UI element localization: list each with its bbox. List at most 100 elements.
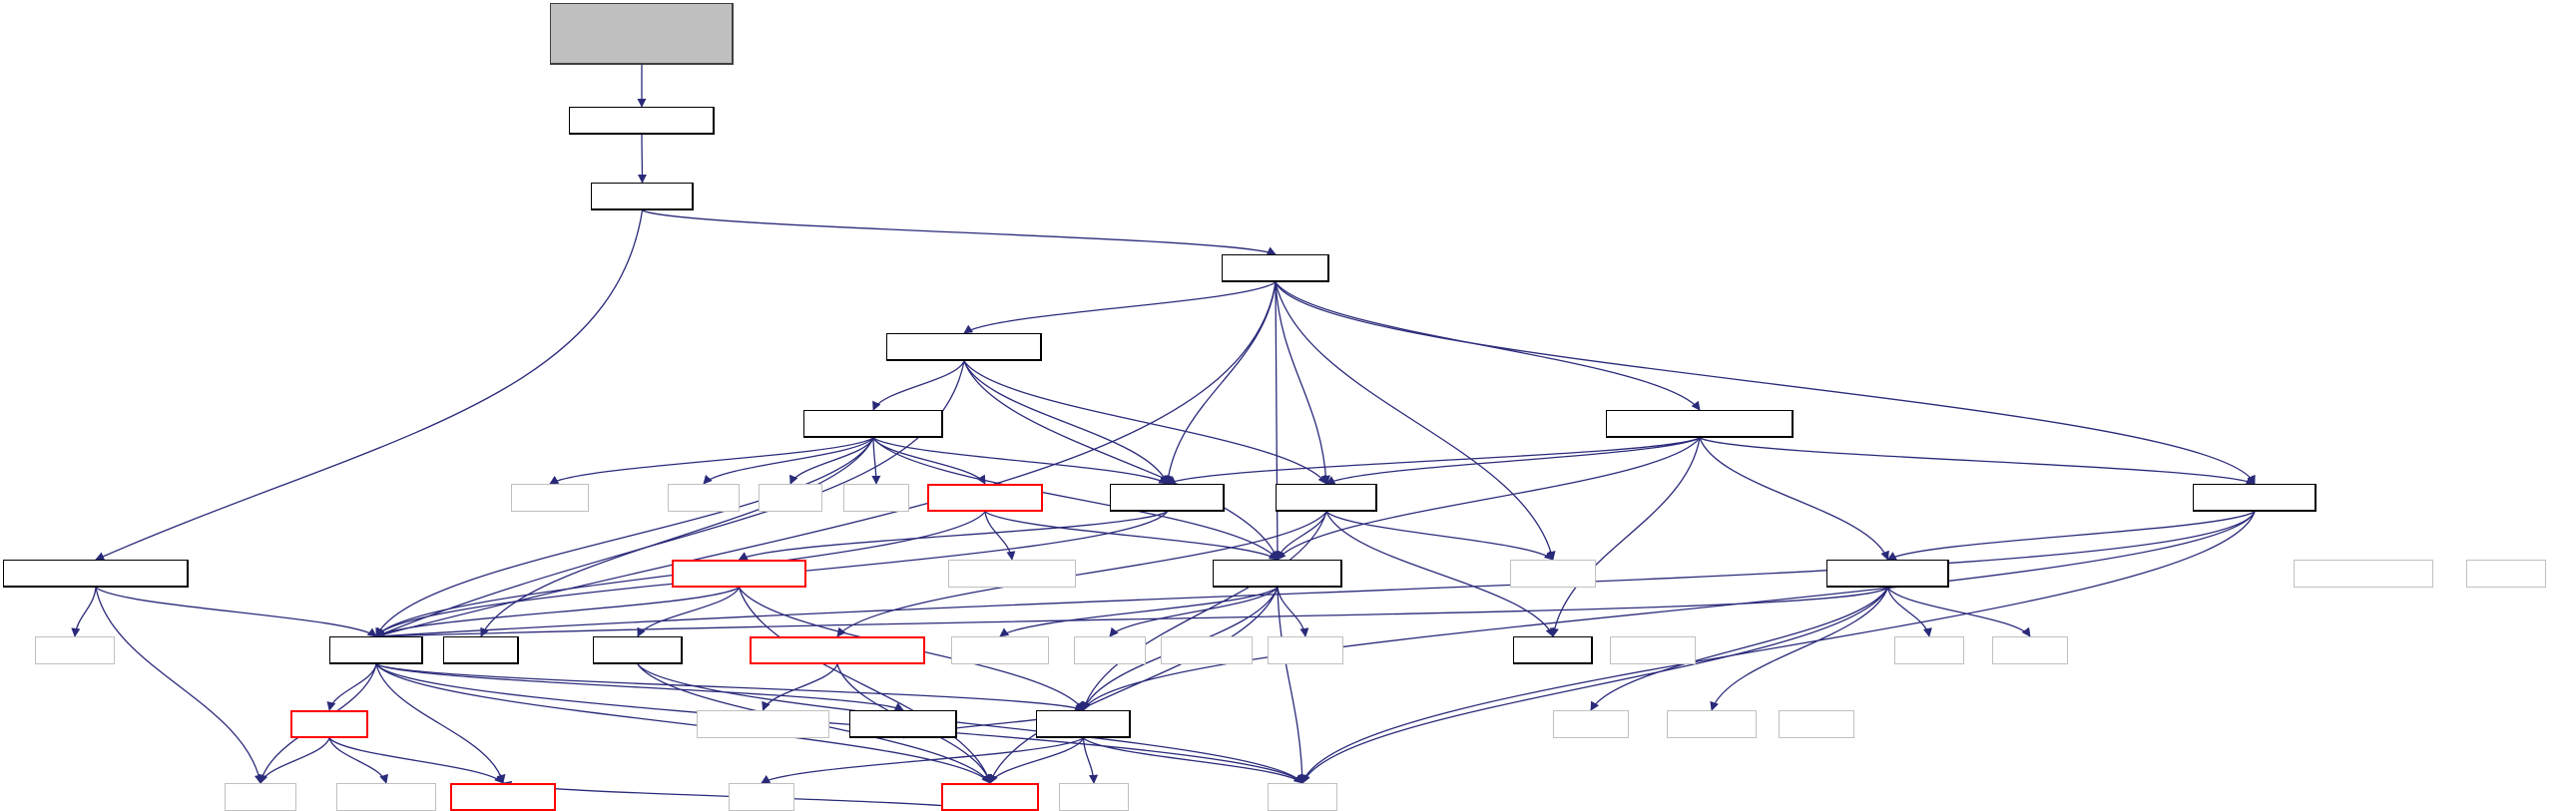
graph-edge-colortypes-to-cmath	[1277, 587, 1307, 784]
graph-node-fileio[interactable]	[591, 183, 694, 210]
graph-edge-sqmatrix-to-cstdio	[1886, 587, 1932, 637]
graph-node-gendisp[interactable]	[1606, 410, 1794, 438]
graph-node-qvariant[interactable]	[1510, 560, 1596, 588]
graph-edge-hobject-to-bbox	[1275, 281, 2256, 485]
graph-node-numeric[interactable]	[2466, 560, 2546, 588]
graph-node-cfloat[interactable]	[1059, 783, 1129, 811]
graph-edge-hobject-to-glmatrix	[1164, 281, 1277, 485]
graph-node-qstring[interactable]	[35, 636, 115, 664]
graph-node-qtglobal[interactable]	[697, 710, 829, 738]
graph-node-serializable[interactable]	[750, 636, 925, 664]
graph-node-cassert[interactable]	[1553, 710, 1629, 738]
graph-node-colortypes[interactable]	[1213, 560, 1342, 588]
graph-edge-colortypes-to-cvtypes	[988, 587, 1279, 784]
graph-node-eigencore[interactable]	[336, 783, 436, 811]
graph-node-limits[interactable]	[729, 783, 794, 811]
graph-node-cvtoolbox[interactable]	[849, 710, 957, 738]
graph-edge-material-to-qshared	[984, 511, 1016, 561]
graph-edge-cvgeom-to-eigenh	[326, 663, 377, 711]
graph-node-cmath[interactable]	[1268, 783, 1337, 811]
graph-edge-drawable-to-glmatrix	[963, 360, 1169, 485]
graph-node-cstdio[interactable]	[1894, 636, 1964, 664]
graph-edge-ioabstract-to-fileio	[637, 134, 648, 184]
graph-edge-cvgeom-to-cmath	[375, 663, 1303, 784]
graph-edge-gendisp-to-bbox	[1699, 437, 2256, 485]
graph-edge-colortypes-to-random	[1277, 587, 1309, 637]
graph-edge-fileio-to-hobject	[642, 209, 1277, 255]
graph-edge-colortypes-to-qcolor	[1109, 587, 1279, 637]
graph-edge-cvconst-to-limits	[761, 737, 1084, 784]
graph-node-glmatrix[interactable]	[1110, 484, 1225, 512]
graph-node-random[interactable]	[1268, 636, 1343, 664]
graph-node-algorithm[interactable]	[1667, 710, 1757, 738]
graph-edge-cvconst-to-cfloat	[1082, 737, 1099, 784]
graph-edge-gendisp-to-sqmatrix	[1699, 437, 1889, 561]
graph-edge-sqmatrix-to-cmath	[1301, 587, 1889, 784]
graph-edge-drawctx-to-cvio	[480, 437, 874, 637]
graph-edge-colortypes-to-typetraits	[999, 587, 1279, 637]
graph-edge-hobject-to-qvariant	[1275, 281, 1556, 561]
graph-edge-drawctx-to-material	[872, 437, 986, 485]
graph-node-cstdint[interactable]	[1779, 710, 1854, 738]
graph-edge-bbox-to-cvconst	[1082, 511, 2256, 711]
graph-edge-glmatrixtpl-to-cvmath	[637, 587, 741, 637]
graph-node-cvio[interactable]	[443, 636, 519, 664]
graph-node-iostream[interactable]	[1610, 636, 1696, 664]
graph-edge-hobject-to-gendisp	[1275, 281, 1701, 411]
graph-node-material[interactable]	[927, 484, 1043, 512]
graph-edge-cvgeom-to-cvcorelib	[375, 663, 506, 784]
graph-edge-eigenh-to-cvcorelib	[328, 737, 504, 784]
graph-edge-object-to-cvconst	[1081, 511, 1327, 711]
graph-node-vector[interactable]	[225, 783, 296, 811]
graph-edge-cvgeom-to-cvconst	[375, 663, 1085, 711]
graph-node-cvgeom[interactable]	[329, 636, 423, 664]
graph-node-typetraits[interactable]	[951, 636, 1049, 664]
graph-node-drawable[interactable]	[886, 333, 1042, 361]
graph-node-eigenvalues[interactable]	[2294, 560, 2433, 588]
graph-edge-eigenh-to-vector	[258, 737, 330, 784]
graph-node-glmatrixtpl[interactable]	[672, 560, 806, 588]
graph-edge-glmatrixtpl-to-cvgeom	[375, 587, 740, 637]
graph-node-object[interactable]	[1276, 484, 1377, 512]
graph-edge-cvconst-to-cmath	[1083, 737, 1303, 784]
graph-node-eigenh[interactable]	[290, 710, 368, 738]
graph-edge-drawctx-to-qfont	[871, 437, 881, 485]
graph-node-qimage[interactable]	[511, 484, 589, 512]
graph-edge-object-to-colortypes	[1275, 511, 1327, 561]
graph-edge-cvconst-to-cvtypes	[989, 737, 1085, 784]
graph-node-qshared[interactable]	[948, 560, 1076, 588]
graph-edge-glmatrixtpl-to-cvtypes	[738, 587, 992, 784]
graph-edge-drawctx-to-qpoint	[703, 437, 874, 485]
graph-node-cvmath[interactable]	[593, 636, 683, 664]
graph-node-cvtypes[interactable]	[941, 783, 1039, 811]
graph-node-qpoint[interactable]	[668, 484, 740, 512]
graph-node-root[interactable]	[550, 3, 734, 65]
graph-edge-gendisp-to-object	[1325, 437, 1701, 485]
graph-edge-drawctx-to-qrect	[789, 437, 874, 485]
graph-edge-drawable-to-drawctx	[872, 360, 965, 411]
graph-edge-bbox-to-sqmatrix	[1886, 511, 2256, 561]
graph-node-bbox[interactable]	[2193, 484, 2317, 512]
graph-node-hobject[interactable]	[1222, 254, 1329, 282]
graph-edge-drawctx-to-qimage	[549, 437, 874, 485]
graph-node-qrect[interactable]	[759, 484, 822, 512]
graph-node-logging[interactable]	[1161, 636, 1253, 664]
graph-edge-globalshift-to-vector	[95, 587, 263, 784]
graph-node-drawctx[interactable]	[803, 410, 943, 438]
graph-node-cvconst[interactable]	[1036, 710, 1131, 738]
graph-edge-drawable-to-object	[963, 360, 1327, 485]
graph-node-sqmatrix[interactable]	[1826, 560, 1949, 588]
graph-edge-hobject-to-object	[1275, 281, 1331, 485]
graph-edge-hobject-to-drawable	[963, 281, 1277, 334]
graph-node-cvdb[interactable]	[1513, 636, 1593, 664]
graph-node-cstring[interactable]	[1992, 636, 2068, 664]
graph-edge-drawctx-to-glmatrix	[872, 437, 1169, 485]
graph-node-cvcorelib[interactable]	[450, 783, 556, 811]
graph-edge-hobject-to-colortypes	[1273, 281, 1283, 561]
graph-node-ioabstract[interactable]	[569, 107, 715, 135]
graph-node-qfont[interactable]	[843, 484, 909, 512]
graph-node-qcolor[interactable]	[1074, 636, 1146, 664]
graph-node-globalshift[interactable]	[3, 560, 189, 588]
